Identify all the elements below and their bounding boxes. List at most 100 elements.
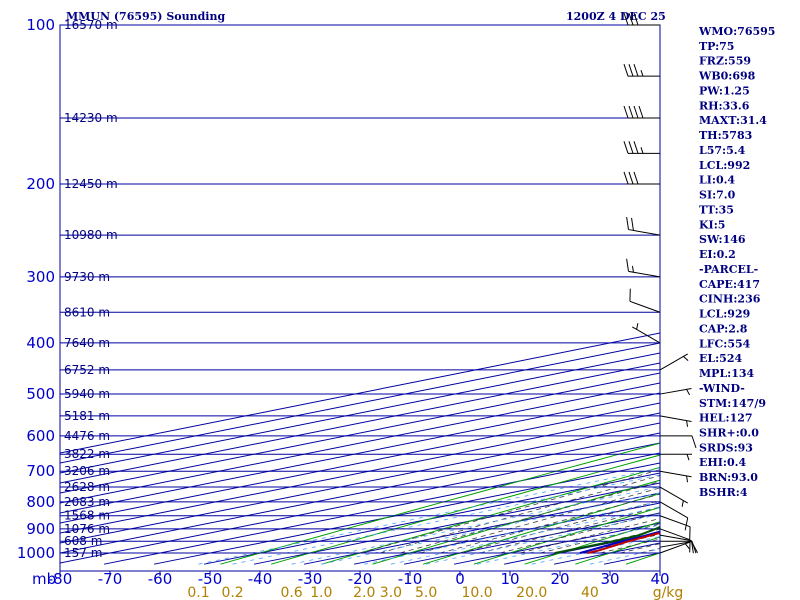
index-value: CAP:2.8 (699, 322, 748, 335)
index-value: TH:5783 (699, 129, 752, 142)
wind-barbs (623, 12, 698, 554)
isotherm-line (553, 542, 660, 565)
wind-barb (659, 415, 692, 427)
index-value: BSHR:4 (699, 486, 748, 499)
isotherm-line (60, 332, 660, 454)
index-value: STM:147/9 (699, 397, 766, 410)
pressure-tick-label: 600 (26, 427, 55, 445)
wind-barb (659, 486, 688, 507)
height-labels: 16570 m 14230 m 12450 m 10980 m 9730 m 8610 m… (64, 18, 118, 560)
index-value: EI:0.2 (699, 248, 736, 261)
pressure-tick-label: 300 (26, 268, 55, 286)
pressure-axis: 100 200 300 400 500 600 700 800 900 1000 (17, 16, 55, 562)
wind-barb (659, 501, 689, 531)
index-value: HEL:127 (699, 412, 753, 425)
temperature-tick-label: 10 (500, 570, 519, 588)
height-label: 608 m (64, 534, 102, 548)
pressure-tick-label: 1000 (17, 544, 55, 562)
temperature-tick-label: -70 (98, 570, 123, 588)
moist-adiabat (539, 523, 660, 554)
dry-adiabat (524, 521, 660, 565)
height-label: 1076 m (64, 522, 110, 536)
height-label: 7640 m (64, 336, 110, 350)
isotherm-line (60, 342, 660, 464)
wind-barb-staff (659, 501, 688, 519)
isotherm-line (60, 382, 660, 504)
moist-adiabat (499, 512, 660, 554)
isobar-grid (60, 25, 660, 554)
dry-adiabat (423, 492, 660, 565)
moist-adiabat (579, 533, 660, 554)
isotherm-line (60, 392, 660, 514)
wind-barb (659, 528, 691, 553)
mixing-ratio-line (364, 501, 660, 565)
wind-barb-half-flag (686, 389, 691, 396)
index-value: CINH:236 (699, 293, 761, 306)
height-label: 2628 m (64, 480, 110, 494)
index-value: EL:524 (699, 352, 742, 365)
index-value: MAXT:31.4 (699, 114, 767, 127)
mixing-ratio-label: 20.0 (516, 585, 547, 600)
pressure-tick-label: 400 (26, 334, 55, 352)
index-value: WB0:698 (698, 70, 756, 83)
index-value: MPL:134 (699, 367, 755, 380)
pressure-tick-label: 100 (26, 16, 55, 34)
temperature-tick-label: -10 (398, 570, 423, 588)
wind-barb-half-flag (681, 500, 684, 507)
wind-barb (659, 353, 689, 371)
wind-barb-staff (659, 486, 688, 504)
height-label: 8610 m (64, 305, 110, 319)
temperature-tick-label: -20 (348, 570, 373, 588)
temperature-line (587, 531, 660, 554)
wind-barb-half-flag (683, 356, 689, 361)
mixing-ratio-label: 0.1 (187, 585, 209, 600)
height-label: 5940 m (64, 387, 110, 401)
index-value: -WIND- (699, 382, 745, 395)
wind-barb-flag (626, 258, 629, 272)
mixing-ratio-line (477, 524, 660, 565)
mixing-ratio-line (426, 513, 660, 565)
wind-barb-flag (623, 141, 629, 154)
mixing-ratio-line (531, 536, 660, 565)
height-label: 2083 m (64, 495, 110, 509)
mixing-ratio-label: 5.0 (415, 585, 437, 600)
height-label: 1568 m (64, 509, 110, 523)
dry-adiabat (778, 25, 800, 564)
wind-barb (659, 388, 692, 396)
mixing-ratio-lines (198, 467, 660, 565)
station-title: MMUN (76595) Sounding (66, 10, 225, 23)
wind-barb-half-flag (636, 323, 639, 330)
temperature-tick-label: 20 (550, 570, 569, 588)
mixing-ratio-label: 1.0 (310, 585, 332, 600)
wind-barb-flag (623, 171, 629, 185)
temperature-tick-label: 40 (650, 570, 669, 588)
height-label: 3822 m (64, 447, 110, 461)
temperature-tick-label: -80 (48, 570, 73, 588)
index-value: LCL:992 (699, 159, 750, 172)
wind-barb (623, 171, 660, 185)
wind-barb-flag (623, 64, 629, 77)
wind-barb-flag (691, 541, 697, 554)
wind-barb-flag (633, 171, 639, 185)
wind-barb-flag (628, 64, 634, 77)
mixing-ratio-label: 3.0 (380, 585, 402, 600)
index-value: SHR+:0.0 (699, 426, 759, 439)
isotherm-line (60, 352, 660, 474)
index-value: SI:7.0 (699, 189, 736, 202)
index-value: KI:5 (699, 218, 725, 231)
isotherm-line (60, 442, 660, 564)
wind-barb-staff (659, 470, 692, 478)
dry-adiabat (321, 466, 660, 565)
wind-barb-flag (623, 105, 629, 119)
wind-barb-staff (659, 541, 692, 548)
dry-adiabat (473, 506, 660, 565)
isotherm-line (153, 462, 660, 565)
wind-barb-staff (659, 541, 691, 554)
wind-barb (623, 105, 660, 119)
isotherm-line (60, 372, 660, 494)
wind-barb-flag (691, 540, 694, 554)
wind-barb-half-flag (686, 420, 689, 427)
index-value: -PARCEL- (699, 263, 758, 276)
